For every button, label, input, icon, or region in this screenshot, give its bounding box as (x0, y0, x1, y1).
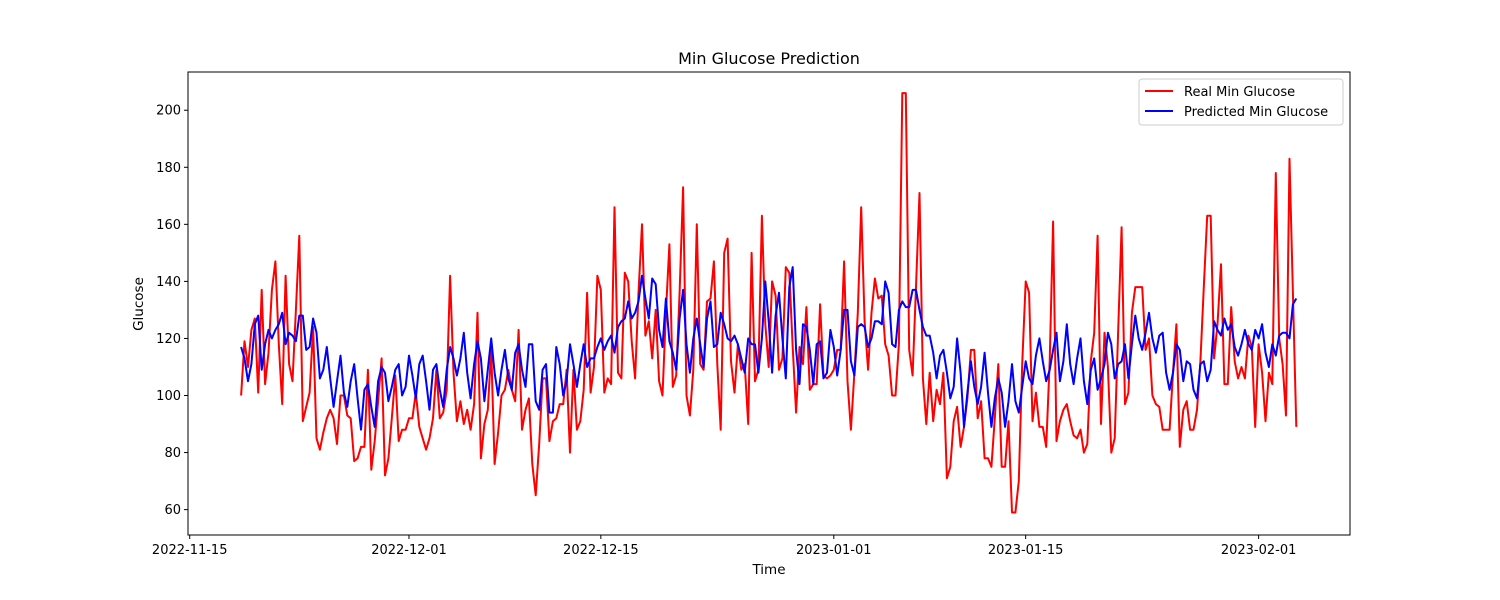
legend-label-real: Real Min Glucose (1184, 85, 1295, 100)
y-tick-label: 140 (156, 275, 181, 290)
y-tick-label: 180 (156, 161, 181, 176)
y-axis-label: Glucose (131, 277, 147, 331)
legend-box (1138, 78, 1344, 126)
x-tick-label: 2023-01-01 (796, 543, 872, 558)
x-tick-label: 2022-12-01 (371, 543, 447, 558)
y-tick-label: 60 (164, 503, 181, 518)
y-tick-label: 200 (156, 104, 181, 119)
y-tick-label: 160 (156, 218, 181, 233)
y-tick-label: 100 (156, 389, 181, 404)
legend-label-predicted: Predicted Min Glucose (1184, 105, 1328, 120)
series-line-predicted (240, 266, 1298, 431)
x-tick-label: 2023-02-01 (1221, 543, 1297, 558)
y-axis: 60 80 100 120 140 160 180 200 (156, 104, 188, 518)
series-line-real (240, 92, 1298, 514)
x-tick-label: 2022-11-15 (152, 543, 228, 558)
axes-frame (187, 71, 1351, 536)
x-axis-label: Time (751, 562, 785, 578)
y-tick-label: 120 (156, 332, 181, 347)
x-tick-label: 2022-12-15 (563, 543, 639, 558)
x-axis: 2022-11-15 2022-12-01 2022-12-15 2023-01-01… (152, 535, 1296, 558)
plot-area (240, 92, 1298, 514)
y-tick-label: 80 (164, 446, 181, 461)
legend: Real Min Glucose Predicted Min Glucose (1138, 78, 1344, 126)
chart-title: Min Glucose Prediction (678, 49, 860, 68)
x-tick-label: 2023-01-15 (988, 543, 1064, 558)
